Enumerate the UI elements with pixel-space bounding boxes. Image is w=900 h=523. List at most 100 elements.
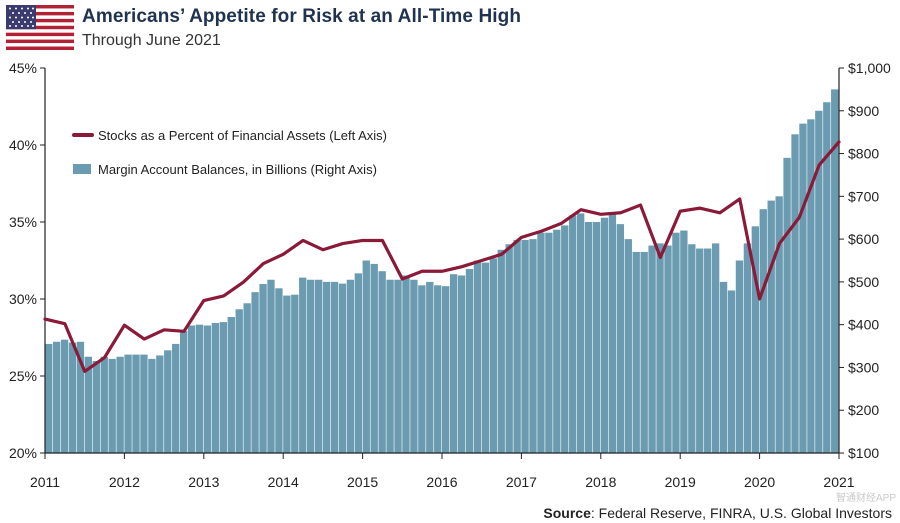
- margin-bar: [569, 215, 577, 453]
- margin-bar: [561, 225, 569, 453]
- margin-bar: [727, 290, 736, 453]
- margin-bar: [616, 224, 625, 453]
- margin-bar: [743, 243, 752, 453]
- x-tick-label: 2011: [30, 474, 60, 490]
- margin-bar: [108, 358, 116, 453]
- margin-bar: [545, 232, 553, 453]
- right-tick-label: $300: [848, 359, 879, 375]
- margin-bar: [179, 331, 188, 453]
- x-tick-label: 2014: [268, 474, 299, 490]
- margin-bar: [592, 222, 601, 453]
- margin-bar: [211, 322, 220, 453]
- margin-bar: [418, 285, 426, 453]
- margin-bar: [505, 244, 513, 453]
- source-text: : Federal Reserve, FINRA, U.S. Global In…: [590, 505, 892, 521]
- margin-bar: [314, 279, 323, 453]
- legend-bar-swatch: [73, 164, 91, 174]
- x-tick-label: 2017: [506, 474, 537, 490]
- margin-bar: [807, 119, 815, 453]
- margin-bar: [195, 324, 204, 453]
- margin-bar: [100, 356, 108, 453]
- margin-bar: [664, 245, 672, 453]
- x-tick-label: 2018: [585, 474, 616, 490]
- margin-bar: [489, 258, 497, 453]
- page-title: Americans’ Appetite for Risk at an All-T…: [82, 6, 522, 27]
- margin-bar: [60, 339, 69, 453]
- margin-bar: [680, 230, 688, 453]
- margin-bar: [283, 295, 291, 453]
- stocks-line-layer: [43, 140, 841, 373]
- margin-bar: [783, 157, 791, 453]
- margin-bar: [608, 213, 617, 453]
- margin-bar: [426, 281, 434, 453]
- margin-bar: [275, 288, 283, 453]
- margin-bar: [172, 343, 180, 453]
- margin-bar: [711, 243, 720, 453]
- margin-bar: [52, 341, 61, 453]
- x-tick-label: 2016: [426, 474, 457, 490]
- margin-bar: [227, 316, 235, 453]
- margin-bar: [672, 232, 680, 453]
- x-tick-label: 2013: [188, 474, 219, 490]
- margin-bar: [68, 342, 77, 453]
- x-tick-label: 2012: [109, 474, 140, 490]
- margin-bar: [235, 309, 243, 453]
- margin-bar: [338, 283, 347, 453]
- margin-bar: [267, 279, 275, 453]
- margin-bar: [735, 260, 744, 453]
- watermark: 智通财经APP: [835, 493, 896, 504]
- right-tick-label: $1,000: [848, 60, 891, 76]
- margin-bar: [632, 251, 640, 453]
- x-tick-label: 2015: [347, 474, 378, 490]
- left-tick-label: 30%: [9, 291, 37, 307]
- margin-bar: [656, 243, 664, 453]
- margin-bar: [251, 292, 259, 453]
- margin-bar: [759, 209, 767, 453]
- x-tick-label: 2021: [823, 474, 854, 490]
- left-tick-label: 35%: [9, 214, 37, 230]
- margin-bar: [76, 341, 85, 453]
- margin-bar: [394, 279, 402, 453]
- margin-bar: [259, 284, 267, 453]
- margin-bar: [831, 89, 839, 453]
- right-tick-label: $700: [848, 188, 879, 204]
- margin-bar: [553, 229, 561, 453]
- legend-line-label: Stocks as a Percent of Financial Assets …: [98, 128, 387, 143]
- legend-bar-label: Margin Account Balances, in Billions (Ri…: [98, 162, 377, 177]
- margin-bar: [767, 200, 775, 453]
- margin-bar: [815, 110, 823, 453]
- margin-bar: [243, 303, 251, 453]
- margin-bar: [45, 343, 53, 453]
- margin-bar: [291, 294, 299, 453]
- margin-bar: [203, 325, 212, 453]
- margin-bar: [442, 286, 450, 453]
- right-tick-label: $600: [848, 231, 879, 247]
- margin-bar: [434, 285, 442, 453]
- margin-bar: [219, 322, 228, 453]
- margin-bar: [116, 356, 124, 453]
- margin-bar: [521, 239, 529, 453]
- margin-bar: [132, 354, 140, 453]
- margin-bar: [704, 248, 712, 453]
- right-tick-label: $500: [848, 274, 879, 290]
- margin-bar: [584, 222, 593, 453]
- axes: 20% 25% 30% 35% 40% 45% $100 $200 $300 $400 $500 $6…: [9, 60, 891, 490]
- right-tick-label: $900: [848, 103, 879, 119]
- left-tick-label: 25%: [9, 368, 37, 384]
- margin-bar: [140, 354, 148, 453]
- margin-bar: [449, 274, 458, 453]
- margin-bar: [402, 275, 410, 453]
- us-flag-icon: [6, 5, 74, 50]
- left-tick-label: 20%: [9, 445, 37, 461]
- right-tick-label: $100: [848, 445, 879, 461]
- margin-bar: [624, 239, 632, 453]
- margin-bar: [124, 354, 132, 453]
- margin-bar: [330, 281, 339, 453]
- margin-bar: [799, 123, 807, 454]
- right-tick-label: $200: [848, 402, 879, 418]
- margin-bar: [362, 260, 370, 453]
- margin-bar: [576, 213, 585, 453]
- x-tick-label: 2019: [665, 474, 696, 490]
- margin-bar: [513, 239, 521, 453]
- margin-bar: [751, 226, 759, 453]
